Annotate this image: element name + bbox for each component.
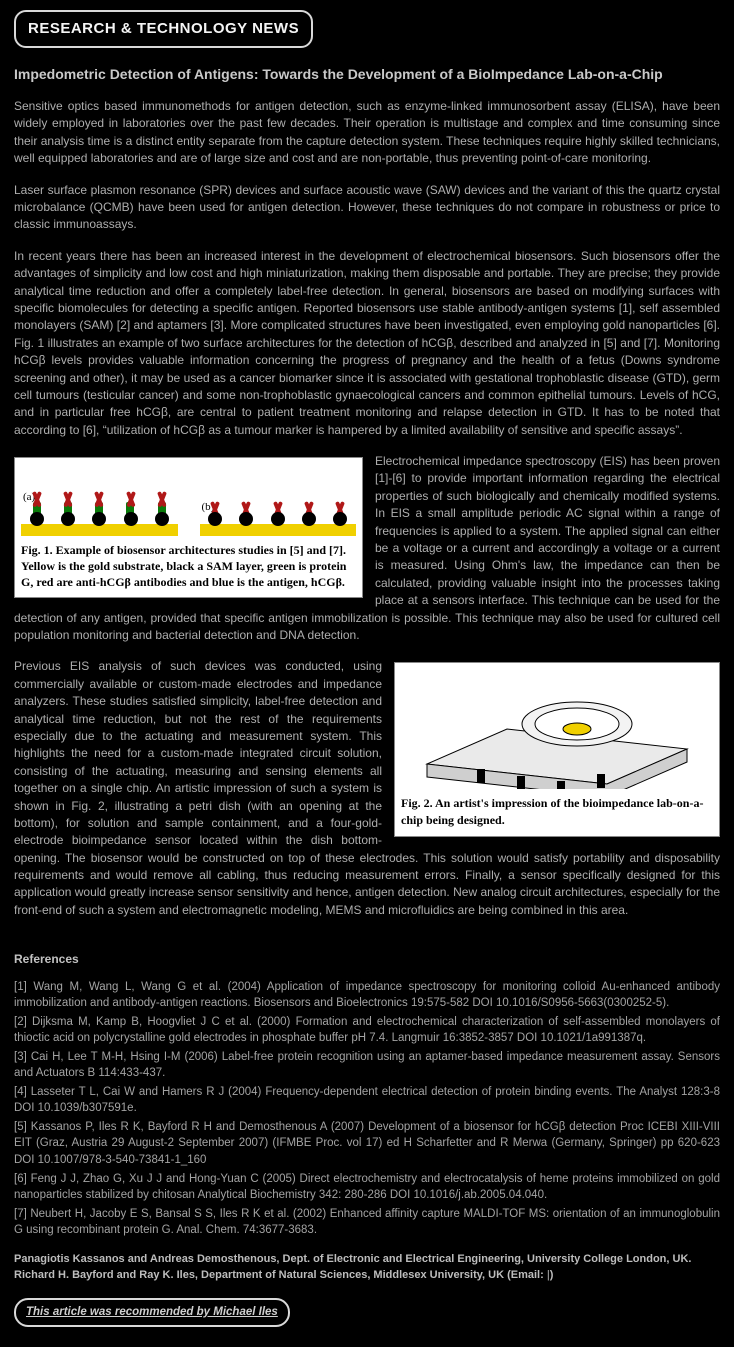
- fig1-and-p4-wrap: (a) (b): [14, 453, 720, 658]
- paragraph-3: In recent years there has been an increa…: [14, 248, 720, 439]
- section-header-pill: RESEARCH & TECHNOLOGY NEWS: [14, 10, 313, 48]
- reference-5: [5] Kassanos P, Iles R K, Bayford R H an…: [14, 1119, 720, 1167]
- reference-3: [3] Cai H, Lee T M-H, Hsing I-M (2006) L…: [14, 1049, 720, 1081]
- reference-4: [4] Lasseter T L, Cai W and Hamers R J (…: [14, 1084, 720, 1116]
- fig1-panel-a: (a): [21, 490, 178, 536]
- references-header: References: [14, 951, 720, 968]
- paragraph-1: Sensitive optics based immunomethods for…: [14, 98, 720, 168]
- page-container: RESEARCH & TECHNOLOGY NEWS Impedometric …: [0, 0, 734, 1347]
- figure-2: Fig. 2. An artist's impression of the bi…: [394, 662, 720, 836]
- figure-1: (a) (b): [14, 457, 363, 598]
- figure-2-caption: Fig. 2. An artist's impression of the bi…: [401, 795, 713, 827]
- fig2-and-p5-wrap: Fig. 2. An artist's impression of the bi…: [14, 658, 720, 933]
- reference-6: [6] Feng J J, Zhao G, Xu J J and Hong-Yu…: [14, 1171, 720, 1203]
- figure-2-svg: [401, 669, 713, 789]
- author-lines: Panagiotis Kassanos and Andreas Demosthe…: [14, 1252, 720, 1284]
- figure-1-schematic: (a) (b): [21, 462, 356, 536]
- author-line-2: Richard H. Bayford and Ray K. Iles, Depa…: [14, 1268, 720, 1284]
- reference-7: [7] Neubert H, Jacoby E S, Bansal S S, I…: [14, 1206, 720, 1238]
- reference-1: [1] Wang M, Wang L, Wang G et al. (2004)…: [14, 979, 720, 1011]
- article-title: Impedometric Detection of Antigens: Towa…: [14, 64, 720, 84]
- fig1-panel-b: (b): [200, 500, 357, 536]
- paragraph-2: Laser surface plasmon resonance (SPR) de…: [14, 182, 720, 234]
- reference-2: [2] Dijksma M, Kamp B, Hoogvliet J C et …: [14, 1014, 720, 1046]
- figure-1-caption: Fig. 1. Example of biosensor architectur…: [21, 542, 356, 591]
- recommended-by-pill: This article was recommended by Michael …: [14, 1298, 290, 1327]
- author-line-1: Panagiotis Kassanos and Andreas Demosthe…: [14, 1252, 720, 1268]
